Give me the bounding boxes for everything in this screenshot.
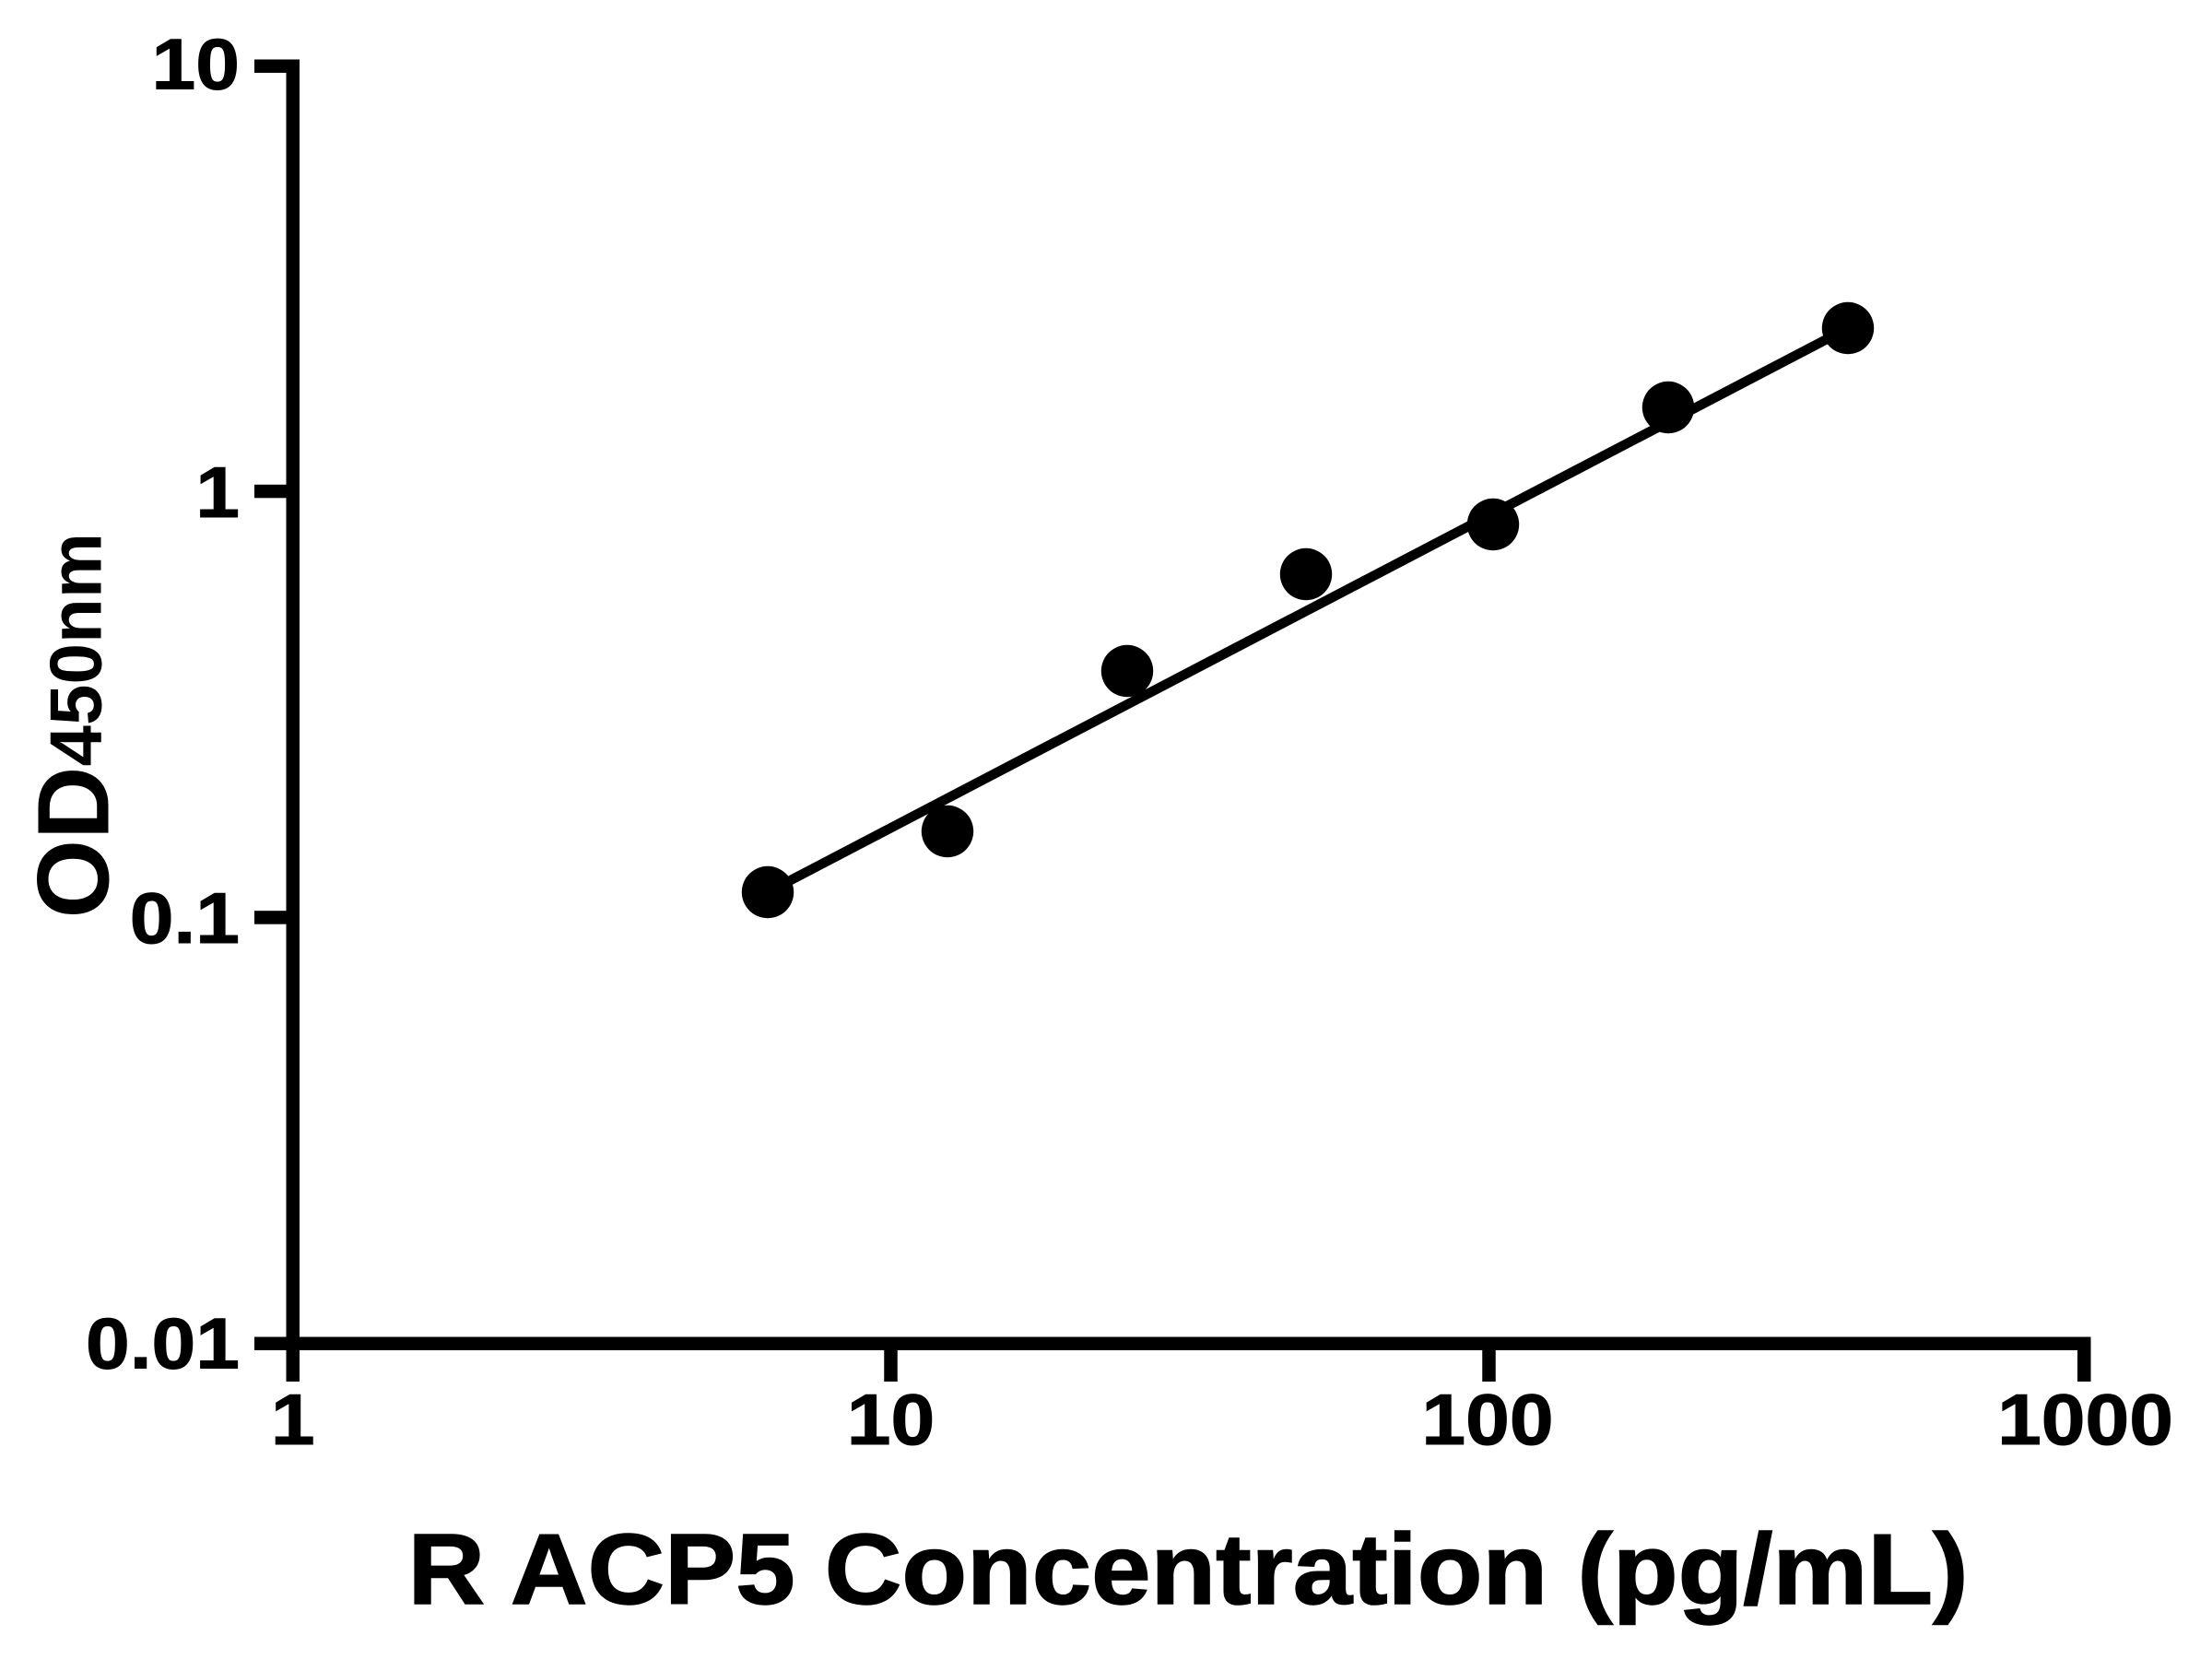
svg-text:0.01: 0.01 bbox=[86, 1304, 240, 1384]
svg-text:R ACP5 Concentration (pg/mL): R ACP5 Concentration (pg/mL) bbox=[407, 1512, 1968, 1625]
svg-text:1: 1 bbox=[271, 1381, 315, 1461]
svg-text:0.1: 0.1 bbox=[130, 879, 240, 959]
svg-text:1000: 1000 bbox=[1997, 1381, 2173, 1461]
svg-text:10: 10 bbox=[152, 25, 240, 105]
svg-text:100: 100 bbox=[1421, 1381, 1553, 1461]
svg-text:10: 10 bbox=[847, 1381, 935, 1461]
svg-text:1: 1 bbox=[195, 453, 240, 533]
svg-text:OD450nm: OD450nm bbox=[18, 533, 131, 918]
